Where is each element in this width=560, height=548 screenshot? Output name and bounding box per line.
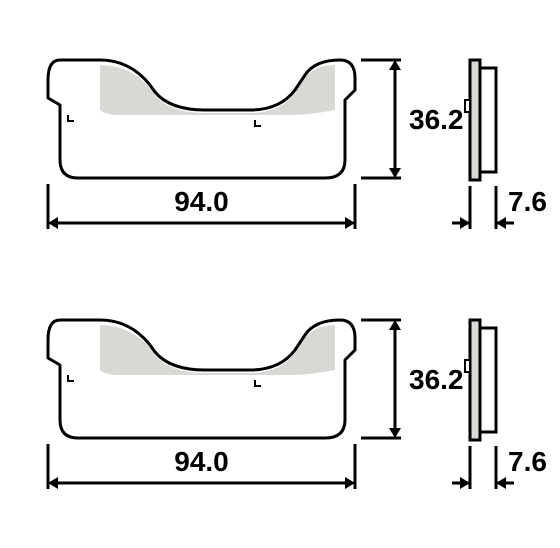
svg-text:7.6: 7.6 — [508, 446, 547, 477]
svg-text:36.2: 36.2 — [409, 104, 464, 135]
diagram-canvas: 94.0 36.2 7.6 94.0 36.2 7.6 — [0, 0, 560, 543]
svg-text:7.6: 7.6 — [508, 186, 547, 217]
svg-text:36.2: 36.2 — [409, 364, 464, 395]
svg-text:94.0: 94.0 — [174, 186, 229, 217]
diagram-svg: 94.0 36.2 7.6 94.0 36.2 7.6 — [0, 0, 560, 543]
svg-text:94.0: 94.0 — [174, 446, 229, 477]
